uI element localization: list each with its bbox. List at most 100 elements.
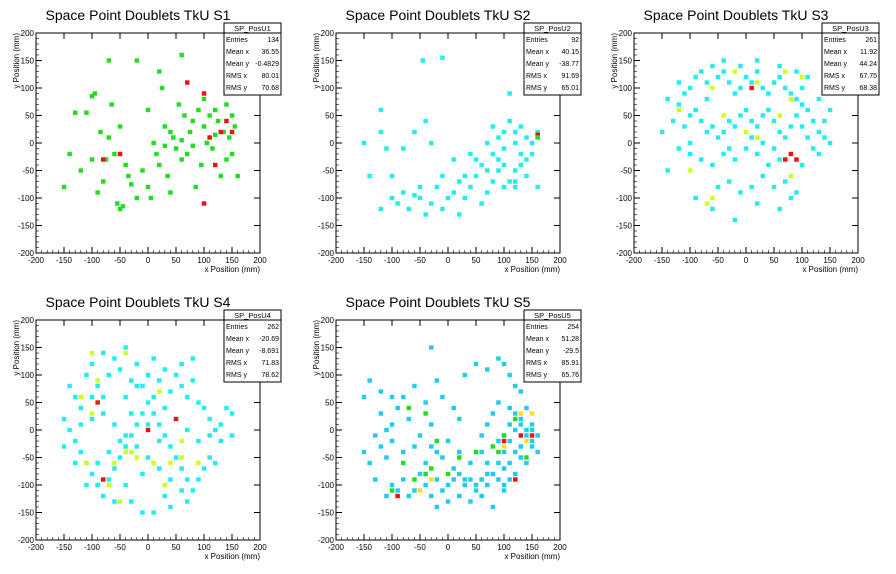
data-cell [507,477,512,482]
data-cell [518,124,524,129]
data-cell [479,477,484,482]
data-cell [513,179,518,184]
data-cell [507,372,512,378]
data-cell [126,173,131,179]
stats-value: 134 [267,37,279,44]
stats-value: -0.4829 [255,61,279,68]
data-cell [201,405,207,411]
data-cell [704,129,710,135]
data-cell [501,184,507,190]
data-cell [462,195,468,201]
stats-value: 68.38 [859,85,877,92]
data-cell [123,433,128,438]
data-cell [777,206,782,212]
y-tick-label: -50 [620,167,632,176]
data-cell [473,482,479,488]
data-cell [89,361,95,367]
data-cell [117,206,123,212]
data-cell [112,460,117,466]
data-cell [676,102,682,107]
stats-key: Mean y [526,61,549,68]
data-cell [73,438,78,444]
x-tick-label: 0 [744,256,749,265]
data-cell [501,146,507,151]
data-cell [434,184,440,190]
data-cell [445,482,451,488]
stats-box-frame [821,22,880,96]
data-cell [479,201,484,206]
data-cell [788,96,794,102]
data-cell [207,433,212,438]
data-cell [140,411,145,416]
data-cell [518,444,524,449]
data-cell [760,113,766,118]
data-cell [229,113,235,118]
data-cell [440,488,445,493]
stats-value: 80.01 [261,73,279,80]
data-cell [727,179,732,184]
data-cell [665,96,670,102]
data-cell [799,74,805,80]
y-tick-label: 50 [25,112,34,121]
data-cell [687,113,693,118]
data-cell [771,184,777,190]
x-tick-label: 0 [146,256,151,265]
y-tick-label: -100 [616,194,633,203]
data-cell [129,449,134,455]
data-cell [513,184,518,190]
stats-key: RMS x [526,73,548,80]
data-cell [117,438,123,444]
data-cell [401,460,406,466]
data-cell [721,151,726,157]
data-cell [157,438,162,444]
data-cell [490,504,496,510]
data-cell [485,367,490,372]
stats-key: Mean x [824,49,847,56]
data-cell [190,378,196,383]
data-cell [743,107,749,113]
chart-title: Space Point Doublets TkU S4 [46,294,231,310]
x-tick-label: -200 [328,256,345,265]
y-tick-label: 200 [321,316,335,325]
y-axis-label: y Position (mm) [312,320,321,376]
data-cell [496,400,501,405]
data-cell [179,488,184,493]
data-cell [106,482,112,488]
data-cell [134,195,140,201]
data-cell [445,499,451,504]
data-cell [218,422,224,427]
data-cell [420,58,426,63]
stats-value: -20.69 [259,336,279,343]
data-cell [513,427,518,433]
data-cell [429,422,434,427]
data-cell [513,168,518,173]
data-cell [755,69,760,74]
data-cell [501,162,507,168]
stats-name: SP_PosU5 [534,311,571,320]
data-cell [687,85,693,91]
data-cell [529,444,535,449]
data-cell [145,427,151,433]
data-cell [473,361,479,367]
y-tick-label: -50 [322,167,334,176]
data-cell [524,433,529,438]
stats-key: Entries [226,324,248,331]
data-cell [101,493,106,499]
stats-box: SP_PosU3 Entries 261 Mean x 11.92 Mean y 44.24… [821,22,880,96]
stats-name: SP_PosU3 [832,24,869,33]
data-cell [749,184,754,190]
data-cell [507,405,512,411]
data-cell [106,449,112,455]
x-tick-label: -150 [56,543,73,552]
data-cell [168,504,173,510]
data-cell [378,206,384,212]
data-cell [710,206,715,212]
data-cell [123,482,128,488]
data-cell [229,129,235,135]
data-cell [367,378,372,383]
data-cell [412,193,417,198]
data-cell [389,195,395,201]
data-cell [529,427,535,433]
y-tick-label: -100 [318,481,335,490]
